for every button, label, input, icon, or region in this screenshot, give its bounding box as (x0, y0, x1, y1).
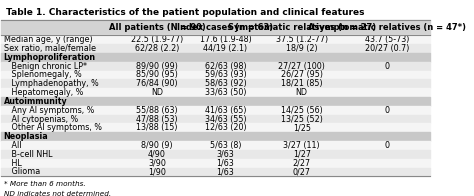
Text: Symptomatic relatives (n = 27): Symptomatic relatives (n = 27) (228, 23, 376, 32)
Text: 89/90 (99): 89/90 (99) (136, 62, 178, 71)
Text: 2/27: 2/27 (292, 159, 311, 168)
Text: 0/27: 0/27 (292, 167, 310, 176)
Text: 27/27 (100): 27/27 (100) (278, 62, 325, 71)
Text: Benign chronic LP*: Benign chronic LP* (3, 62, 87, 71)
Text: 20/27 (0.7): 20/27 (0.7) (365, 44, 410, 53)
Text: 1/63: 1/63 (217, 167, 235, 176)
Text: 3/27 (11): 3/27 (11) (283, 141, 320, 150)
Text: HL: HL (3, 159, 21, 168)
Text: 58/63 (92): 58/63 (92) (205, 79, 246, 88)
Bar (1, 168, 430, 176)
Bar (1, 44, 430, 53)
Text: 1/90: 1/90 (148, 167, 166, 176)
Text: ND indicates not determined.: ND indicates not determined. (3, 191, 110, 196)
Text: Index cases (n = 63): Index cases (n = 63) (177, 23, 273, 32)
Bar (1, 35, 430, 44)
Text: Glioma: Glioma (3, 167, 40, 176)
Text: 85/90 (95): 85/90 (95) (136, 71, 178, 80)
Bar (1, 97, 430, 106)
Text: ND: ND (296, 88, 308, 97)
Text: Hepatomegaly, %: Hepatomegaly, % (3, 88, 83, 97)
Text: B-cell NHL: B-cell NHL (3, 150, 52, 159)
Text: Autoimmunity: Autoimmunity (3, 97, 67, 106)
Text: Other AI symptoms, %: Other AI symptoms, % (3, 123, 101, 132)
Text: 62/63 (98): 62/63 (98) (205, 62, 246, 71)
Bar (1, 150, 430, 159)
Text: 55/88 (63): 55/88 (63) (136, 106, 178, 115)
Text: 33/63 (50): 33/63 (50) (205, 88, 246, 97)
Text: 14/25 (56): 14/25 (56) (281, 106, 322, 115)
Bar (1, 106, 430, 115)
Text: 1/63: 1/63 (217, 159, 235, 168)
Text: 3/90: 3/90 (148, 159, 166, 168)
Bar (1, 115, 430, 123)
Bar (1, 123, 430, 132)
Text: 3/63: 3/63 (217, 150, 235, 159)
Text: Splenomegaly, %: Splenomegaly, % (3, 71, 81, 80)
Text: 62/28 (2.2): 62/28 (2.2) (135, 44, 179, 53)
Text: 0: 0 (385, 141, 390, 150)
Text: All: All (3, 141, 21, 150)
Text: 43.7 (5-73): 43.7 (5-73) (365, 35, 410, 44)
Bar (1, 159, 430, 168)
Text: 13/88 (15): 13/88 (15) (136, 123, 178, 132)
Text: 59/63 (93): 59/63 (93) (205, 71, 246, 80)
Text: 47/88 (53): 47/88 (53) (136, 115, 178, 123)
Text: 4/90: 4/90 (148, 150, 166, 159)
Text: Lymphoproliferation: Lymphoproliferation (3, 53, 96, 62)
Text: * More than 6 months.: * More than 6 months. (3, 181, 85, 187)
Text: 41/63 (65): 41/63 (65) (205, 106, 246, 115)
Bar (1, 20, 430, 35)
Text: 18/9 (2): 18/9 (2) (286, 44, 318, 53)
Bar (1, 71, 430, 79)
Text: 5/63 (8): 5/63 (8) (210, 141, 241, 150)
Text: All patients (N = 90): All patients (N = 90) (109, 23, 205, 32)
Text: 18/21 (85): 18/21 (85) (281, 79, 322, 88)
Text: 1/27: 1/27 (292, 150, 310, 159)
Text: Any AI symptoms, %: Any AI symptoms, % (3, 106, 94, 115)
Text: 26/27 (95): 26/27 (95) (281, 71, 323, 80)
Bar (1, 141, 430, 150)
Text: AI cytopenias, %: AI cytopenias, % (3, 115, 78, 123)
Text: Neoplasia: Neoplasia (3, 132, 48, 141)
Text: 0: 0 (385, 62, 390, 71)
Text: Asymptomatic relatives (n = 47*): Asymptomatic relatives (n = 47*) (309, 23, 466, 32)
Text: 22.5 (1.9-77): 22.5 (1.9-77) (131, 35, 183, 44)
Text: Median age, y (range): Median age, y (range) (3, 35, 92, 44)
Text: 37.5 (1.2-77): 37.5 (1.2-77) (275, 35, 328, 44)
Text: 76/84 (90): 76/84 (90) (136, 79, 178, 88)
Text: 17.6 (1.9-48): 17.6 (1.9-48) (200, 35, 251, 44)
Text: 8/90 (9): 8/90 (9) (141, 141, 173, 150)
Text: Table 1. Characteristics of the patient population and clinical features: Table 1. Characteristics of the patient … (6, 8, 364, 17)
Text: ND: ND (151, 88, 163, 97)
Text: 0: 0 (385, 106, 390, 115)
Text: 1/25: 1/25 (292, 123, 310, 132)
Bar (1, 62, 430, 71)
Text: 44/19 (2.1): 44/19 (2.1) (203, 44, 247, 53)
Text: Lymphadenopathy, %: Lymphadenopathy, % (3, 79, 98, 88)
Bar (1, 88, 430, 97)
Bar (1, 79, 430, 88)
Text: Sex ratio, male/female: Sex ratio, male/female (3, 44, 96, 53)
Text: 13/25 (52): 13/25 (52) (281, 115, 323, 123)
Bar (1, 132, 430, 141)
Bar (1, 53, 430, 62)
Text: 12/63 (20): 12/63 (20) (205, 123, 246, 132)
Text: 34/63 (55): 34/63 (55) (205, 115, 246, 123)
